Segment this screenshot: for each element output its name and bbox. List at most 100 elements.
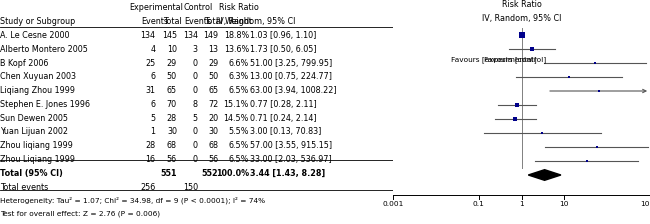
Text: 552: 552 (202, 169, 218, 178)
Text: 0.001: 0.001 (383, 201, 404, 207)
Text: 256: 256 (140, 183, 155, 192)
Text: 1: 1 (150, 127, 155, 136)
Text: Total events: Total events (0, 183, 48, 192)
Text: 14.5%: 14.5% (224, 114, 249, 123)
Text: 145: 145 (162, 31, 177, 40)
Text: B Kopf 2006: B Kopf 2006 (0, 58, 48, 67)
Text: Zhou liqiang 1999: Zhou liqiang 1999 (0, 141, 73, 150)
Text: 1000: 1000 (640, 201, 650, 207)
Text: 551: 551 (161, 169, 177, 178)
Text: 33.00 [2.03, 536.97]: 33.00 [2.03, 536.97] (250, 155, 332, 164)
Text: 25: 25 (145, 58, 155, 67)
Text: Alberto Montero 2005: Alberto Montero 2005 (0, 45, 88, 54)
Text: 3: 3 (193, 45, 198, 54)
Text: 50: 50 (167, 72, 177, 81)
Text: 28: 28 (167, 114, 177, 123)
Text: IV, Random, 95% CI: IV, Random, 95% CI (216, 17, 295, 26)
Text: 1: 1 (519, 201, 524, 207)
Text: 4: 4 (150, 45, 155, 54)
Text: 0.1: 0.1 (473, 201, 485, 207)
Text: Chen Xuyuan 2003: Chen Xuyuan 2003 (0, 72, 76, 81)
Text: Test for overall effect: Z = 2.76 (P = 0.006): Test for overall effect: Z = 2.76 (P = 0… (0, 210, 160, 217)
Text: 30: 30 (208, 127, 218, 136)
Text: Risk Ratio: Risk Ratio (502, 0, 541, 9)
Text: Events: Events (142, 17, 168, 26)
Text: Yuan Lijuan 2002: Yuan Lijuan 2002 (0, 127, 68, 136)
Text: 0.71 [0.24, 2.14]: 0.71 [0.24, 2.14] (250, 114, 317, 123)
Text: 65: 65 (167, 86, 177, 95)
Text: Favours [experimental]: Favours [experimental] (450, 56, 536, 63)
Text: Control: Control (183, 3, 213, 12)
Text: 6.5%: 6.5% (229, 141, 249, 150)
Text: 0.77 [0.28, 2.11]: 0.77 [0.28, 2.11] (250, 100, 317, 109)
Text: 31: 31 (146, 86, 155, 95)
Text: 29: 29 (166, 58, 177, 67)
Text: 63.00 [3.94, 1008.22]: 63.00 [3.94, 1008.22] (250, 86, 336, 95)
Text: 8: 8 (193, 100, 198, 109)
Polygon shape (528, 170, 561, 180)
Text: 18.8%: 18.8% (224, 31, 249, 40)
Text: 0: 0 (193, 86, 198, 95)
Text: 134: 134 (140, 31, 155, 40)
Text: 29: 29 (208, 58, 218, 67)
Text: 6: 6 (150, 100, 155, 109)
Text: 20: 20 (208, 114, 218, 123)
Text: 1.73 [0.50, 6.05]: 1.73 [0.50, 6.05] (250, 45, 317, 54)
Text: 6.5%: 6.5% (229, 155, 249, 164)
Text: 0: 0 (193, 72, 198, 81)
Text: Stephen E. Jones 1996: Stephen E. Jones 1996 (0, 100, 90, 109)
Text: 0: 0 (193, 141, 198, 150)
Text: Weight: Weight (225, 17, 253, 26)
Text: 10: 10 (167, 45, 177, 54)
Text: 6.5%: 6.5% (229, 86, 249, 95)
Text: 0: 0 (193, 58, 198, 67)
Text: 6: 6 (150, 72, 155, 81)
Text: Sun Dewen 2005: Sun Dewen 2005 (0, 114, 68, 123)
Text: 100.0%: 100.0% (216, 169, 249, 178)
Text: 6.6%: 6.6% (229, 58, 249, 67)
Text: 50: 50 (208, 72, 218, 81)
Text: Risk Ratio: Risk Ratio (219, 3, 259, 12)
Text: 51.00 [3.25, 799.95]: 51.00 [3.25, 799.95] (250, 58, 332, 67)
Text: 30: 30 (167, 127, 177, 136)
Text: 15.1%: 15.1% (224, 100, 249, 109)
Text: Study or Subgroup: Study or Subgroup (0, 17, 75, 26)
Text: IV, Random, 95% CI: IV, Random, 95% CI (482, 14, 562, 23)
Text: 5.5%: 5.5% (228, 127, 249, 136)
Text: 3.00 [0.13, 70.83]: 3.00 [0.13, 70.83] (250, 127, 321, 136)
Text: 5: 5 (150, 114, 155, 123)
Text: 28: 28 (145, 141, 155, 150)
Text: Total (95% CI): Total (95% CI) (0, 169, 63, 178)
Text: Zhou Liqiang 1999: Zhou Liqiang 1999 (0, 155, 75, 164)
Text: 150: 150 (183, 183, 198, 192)
Text: 68: 68 (208, 141, 218, 150)
Text: Favours [control]: Favours [control] (484, 56, 547, 63)
Text: 13: 13 (208, 45, 218, 54)
Text: 1.03 [0.96, 1.10]: 1.03 [0.96, 1.10] (250, 31, 316, 40)
Text: 56: 56 (208, 155, 218, 164)
Text: 68: 68 (167, 141, 177, 150)
Text: 70: 70 (167, 100, 177, 109)
Text: 0: 0 (193, 127, 198, 136)
Text: Liqiang Zhou 1999: Liqiang Zhou 1999 (0, 86, 75, 95)
Text: Total: Total (205, 17, 223, 26)
Text: 10: 10 (560, 201, 569, 207)
Text: 65: 65 (208, 86, 218, 95)
Text: 57.00 [3.55, 915.15]: 57.00 [3.55, 915.15] (250, 141, 332, 150)
Text: 5: 5 (192, 114, 198, 123)
Text: A. Le Cesne 2000: A. Le Cesne 2000 (0, 31, 70, 40)
Text: 72: 72 (208, 100, 218, 109)
Text: Events: Events (184, 17, 211, 26)
Text: Experimental: Experimental (129, 3, 183, 12)
Text: 134: 134 (183, 31, 198, 40)
Text: 56: 56 (167, 155, 177, 164)
Text: 13.00 [0.75, 224.77]: 13.00 [0.75, 224.77] (250, 72, 332, 81)
Text: 0: 0 (193, 155, 198, 164)
Text: Total: Total (163, 17, 182, 26)
Text: 16: 16 (146, 155, 155, 164)
Text: 149: 149 (203, 31, 218, 40)
Text: 3.44 [1.43, 8.28]: 3.44 [1.43, 8.28] (250, 169, 325, 178)
Text: 13.6%: 13.6% (224, 45, 249, 54)
Text: 6.3%: 6.3% (229, 72, 249, 81)
Text: Heterogeneity: Tau² = 1.07; Chi² = 34.98, df = 9 (P < 0.0001); I² = 74%: Heterogeneity: Tau² = 1.07; Chi² = 34.98… (0, 196, 265, 204)
